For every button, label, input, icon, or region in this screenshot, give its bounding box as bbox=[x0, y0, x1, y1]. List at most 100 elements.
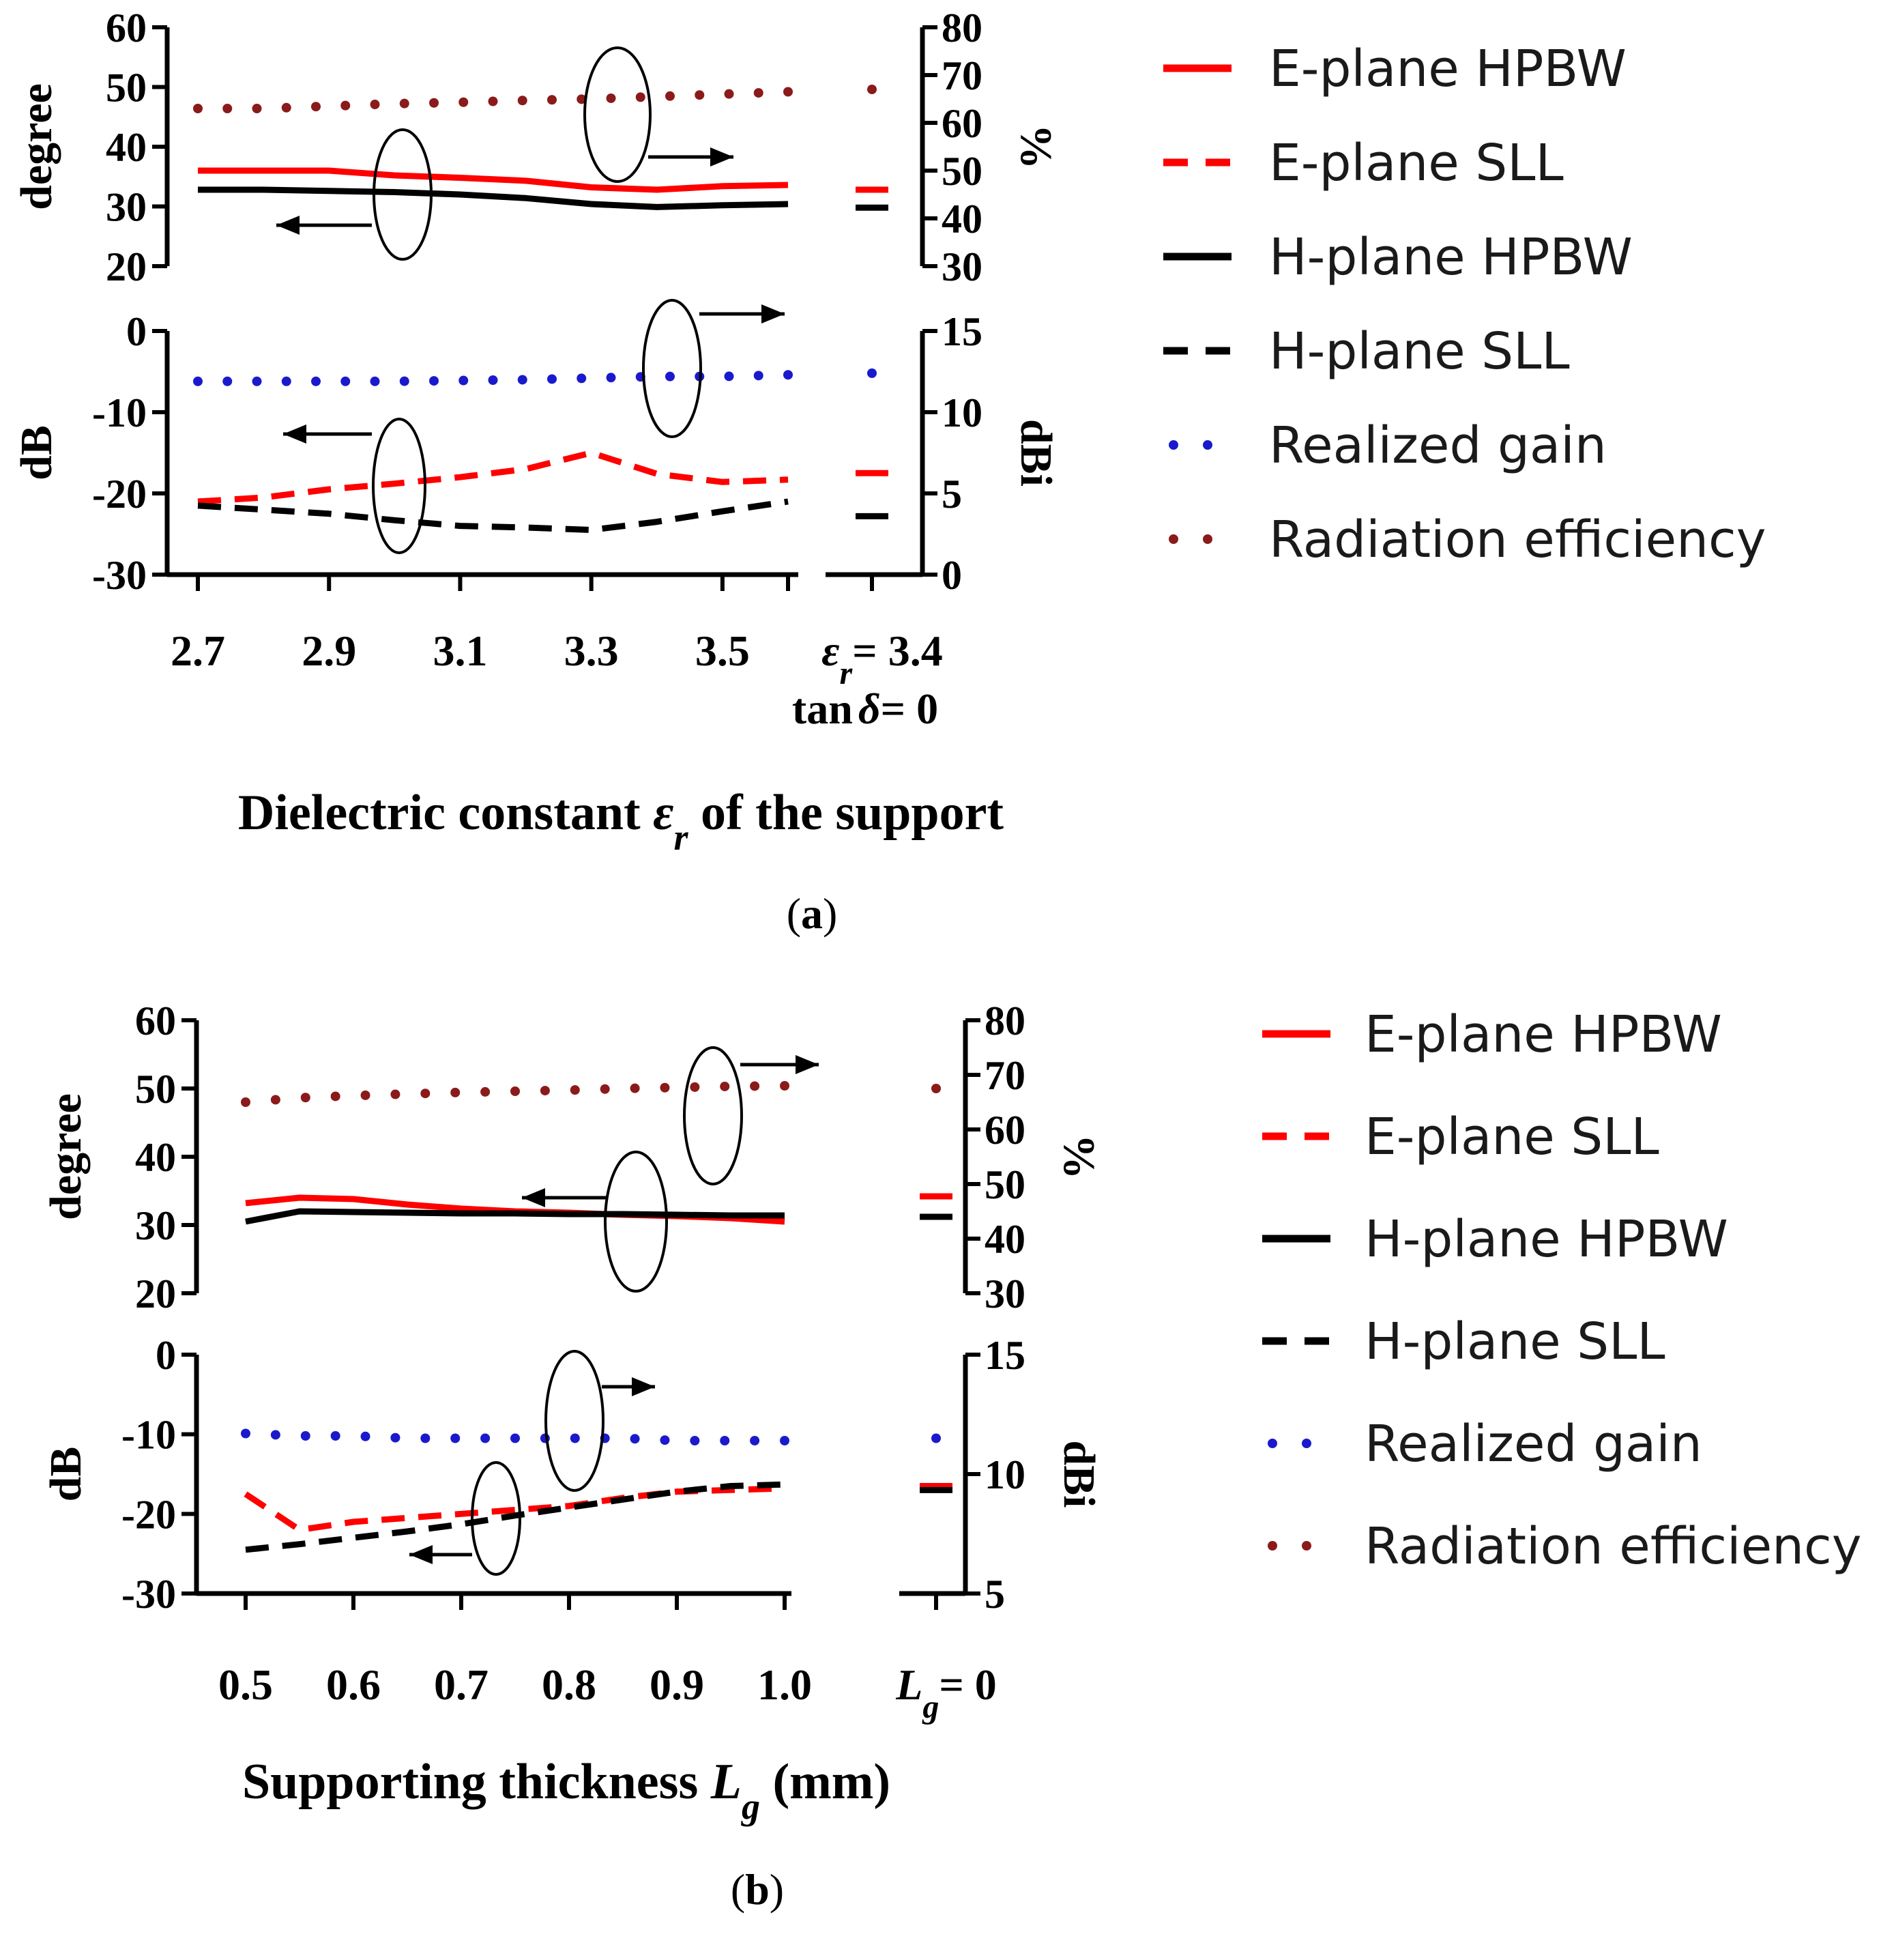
series-point-realized-gain bbox=[311, 376, 321, 386]
left-tick-label-top: 60 bbox=[106, 5, 147, 51]
series-point-realized-gain bbox=[570, 1433, 580, 1443]
series-point-realized-gain bbox=[577, 373, 587, 384]
x-title-before: Dielectric constant bbox=[238, 785, 653, 841]
series-point-radiation-efficiency bbox=[340, 100, 351, 111]
x-tick-label: 2.7 bbox=[171, 626, 225, 675]
series-point-realized-gain bbox=[330, 1431, 340, 1441]
legend-label: H-plane SLL bbox=[1269, 322, 1570, 381]
chart-b: 20 30 40 50 60 30 40 50 60 70 80 degree % -30 -20 -10 0 5… bbox=[41, 998, 1862, 1914]
extra-category-label-line2: tan δ= 0 bbox=[792, 684, 938, 733]
extra-label-sub: r bbox=[840, 655, 854, 691]
x-tick-label: 3.5 bbox=[695, 626, 750, 675]
series-point-radiation-efficiency bbox=[695, 90, 705, 100]
series-point-radiation-efficiency bbox=[450, 1087, 461, 1097]
series-point-radiation-efficiency bbox=[300, 1093, 310, 1103]
annotation-ellipse bbox=[471, 1461, 521, 1576]
series-line-h-plane-hpbw bbox=[198, 186, 789, 210]
series-point-realized-gain bbox=[450, 1433, 461, 1443]
left-tick-label-top: 40 bbox=[135, 1135, 176, 1180]
left-axis-label-top: degree bbox=[12, 83, 61, 210]
legend-label: Radiation efficiency bbox=[1365, 1517, 1862, 1576]
series-point-realized-gain bbox=[281, 376, 291, 386]
x-title-sub: g bbox=[741, 1786, 760, 1827]
right-axis-label-top: % bbox=[1011, 124, 1061, 169]
annotation-ellipse bbox=[604, 1151, 668, 1293]
series-point-realized-gain bbox=[193, 376, 203, 386]
series-point-radiation-efficiency bbox=[270, 1095, 280, 1105]
series-line-e-plane-hpbw bbox=[198, 167, 789, 193]
series-point-realized-gain bbox=[510, 1433, 520, 1443]
series-extra-point-radiation-efficiency bbox=[931, 1084, 941, 1093]
x-title-sub: r bbox=[674, 817, 689, 858]
series-extra-point-realized-gain bbox=[931, 1433, 941, 1443]
series-point-realized-gain bbox=[390, 1432, 400, 1443]
x-tick-label: 0.8 bbox=[542, 1660, 596, 1709]
legend-label: E-plane HPBW bbox=[1269, 40, 1627, 98]
right-tick-label-top: 30 bbox=[942, 244, 982, 289]
series-point-radiation-efficiency bbox=[488, 96, 498, 106]
left-axis-label-bottom: dB bbox=[12, 425, 61, 480]
series-point-realized-gain bbox=[720, 1436, 730, 1445]
series-point-radiation-efficiency bbox=[429, 98, 439, 108]
series-point-radiation-efficiency bbox=[577, 94, 587, 104]
x-title-before: Supporting thickness bbox=[242, 1754, 711, 1810]
series-point-radiation-efficiency bbox=[720, 1081, 730, 1091]
series-point-radiation-efficiency bbox=[360, 1090, 370, 1100]
series-point-radiation-efficiency bbox=[458, 97, 469, 107]
right-tick-label-top: 70 bbox=[942, 53, 982, 98]
legend-label: Radiation efficiency bbox=[1269, 510, 1766, 569]
series-point-realized-gain bbox=[340, 376, 351, 386]
left-tick-label-top: 20 bbox=[135, 1271, 176, 1316]
annotation-ellipse bbox=[373, 128, 433, 261]
right-axis-label-bottom: dBi bbox=[1011, 419, 1061, 487]
legend-label: Realized gain bbox=[1365, 1415, 1702, 1473]
x-tick-label: 0.6 bbox=[326, 1660, 381, 1709]
series-point-radiation-efficiency bbox=[635, 92, 645, 102]
x-tick-label: 0.7 bbox=[434, 1660, 489, 1709]
legend-swatch bbox=[1302, 1439, 1311, 1448]
left-tick-label-top: 60 bbox=[135, 998, 176, 1043]
x-tick-label: 2.9 bbox=[302, 626, 356, 675]
series-point-radiation-efficiency bbox=[390, 1089, 400, 1099]
series-line-e-plane-sll bbox=[197, 450, 789, 505]
series-point-radiation-efficiency bbox=[753, 88, 763, 98]
caption-letter: a bbox=[801, 889, 823, 938]
right-tick-label-top: 60 bbox=[985, 1108, 1025, 1153]
legend-label: E-plane HPBW bbox=[1365, 1005, 1722, 1064]
series-point-radiation-efficiency bbox=[281, 102, 291, 113]
right-tick-label-top: 80 bbox=[985, 998, 1025, 1043]
series-point-realized-gain bbox=[420, 1433, 431, 1443]
series-point-radiation-efficiency bbox=[420, 1089, 431, 1099]
right-tick-label-bottom: 5 bbox=[942, 472, 962, 517]
extra-label-rest: = 3.4 bbox=[852, 626, 942, 675]
x-title-symbol: ε bbox=[653, 785, 673, 841]
series-point-realized-gain bbox=[660, 1435, 670, 1445]
series-point-realized-gain bbox=[750, 1436, 760, 1445]
series-line-h-plane-sll bbox=[197, 498, 789, 533]
series-point-realized-gain bbox=[488, 375, 498, 385]
arrow-head bbox=[632, 1377, 655, 1396]
annotation-ellipse bbox=[683, 1046, 743, 1185]
right-tick-label-bottom: 5 bbox=[985, 1572, 1005, 1617]
extra-label-symbol: L bbox=[895, 1660, 922, 1709]
series-point-realized-gain bbox=[360, 1431, 370, 1441]
series-point-radiation-efficiency bbox=[547, 95, 557, 105]
right-axis-label-top: % bbox=[1054, 1134, 1104, 1179]
series-point-realized-gain bbox=[665, 371, 675, 381]
right-tick-label-top: 30 bbox=[985, 1271, 1025, 1316]
x-tick-label: 3.1 bbox=[433, 626, 487, 675]
right-axis-label-bottom: dBi bbox=[1054, 1440, 1104, 1508]
legend-swatch bbox=[1268, 1439, 1277, 1448]
series-point-radiation-efficiency bbox=[570, 1085, 580, 1095]
x-tick-label: 1.0 bbox=[757, 1660, 812, 1709]
extra-label-symbol: ε bbox=[821, 626, 839, 675]
caption-open: ( bbox=[731, 1865, 745, 1914]
left-tick-label-top: 30 bbox=[106, 185, 147, 230]
legend-swatch bbox=[1203, 440, 1212, 450]
series-point-radiation-efficiency bbox=[193, 104, 203, 113]
right-tick-label-top: 60 bbox=[942, 101, 982, 146]
series-point-realized-gain bbox=[783, 370, 793, 380]
series-point-radiation-efficiency bbox=[510, 1086, 520, 1096]
